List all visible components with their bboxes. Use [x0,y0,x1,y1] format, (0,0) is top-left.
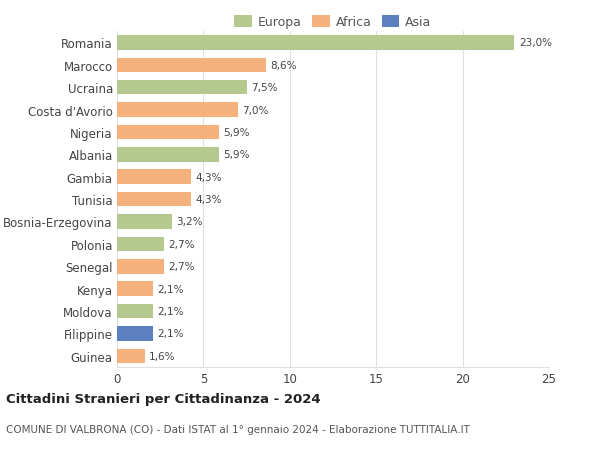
Bar [117,304,153,319]
Text: COMUNE DI VALBRONA (CO) - Dati ISTAT al 1° gennaio 2024 - Elaborazione TUTTITALI: COMUNE DI VALBRONA (CO) - Dati ISTAT al … [6,425,470,435]
Text: Cittadini Stranieri per Cittadinanza - 2024: Cittadini Stranieri per Cittadinanza - 2… [6,392,320,405]
Bar [117,170,191,185]
Text: 5,9%: 5,9% [223,128,250,138]
Bar [117,81,247,95]
Bar [117,36,514,50]
Legend: Europa, Africa, Asia: Europa, Africa, Asia [232,13,434,32]
Text: 7,0%: 7,0% [242,105,269,115]
Bar [117,215,172,229]
Text: 4,3%: 4,3% [196,195,222,205]
Bar [117,103,238,118]
Text: 2,1%: 2,1% [158,284,184,294]
Text: 2,7%: 2,7% [168,239,194,249]
Text: 7,5%: 7,5% [251,83,277,93]
Bar [117,259,164,274]
Bar [117,58,266,73]
Bar [117,282,153,296]
Text: 23,0%: 23,0% [519,38,552,48]
Text: 5,9%: 5,9% [223,150,250,160]
Text: 8,6%: 8,6% [270,61,296,71]
Text: 2,7%: 2,7% [168,262,194,272]
Bar [117,125,219,140]
Bar [117,192,191,207]
Text: 2,1%: 2,1% [158,329,184,339]
Text: 3,2%: 3,2% [176,217,203,227]
Bar [117,349,145,363]
Text: 2,1%: 2,1% [158,306,184,316]
Bar [117,237,164,252]
Bar [117,326,153,341]
Text: 4,3%: 4,3% [196,172,222,182]
Text: 1,6%: 1,6% [149,351,175,361]
Bar [117,148,219,162]
